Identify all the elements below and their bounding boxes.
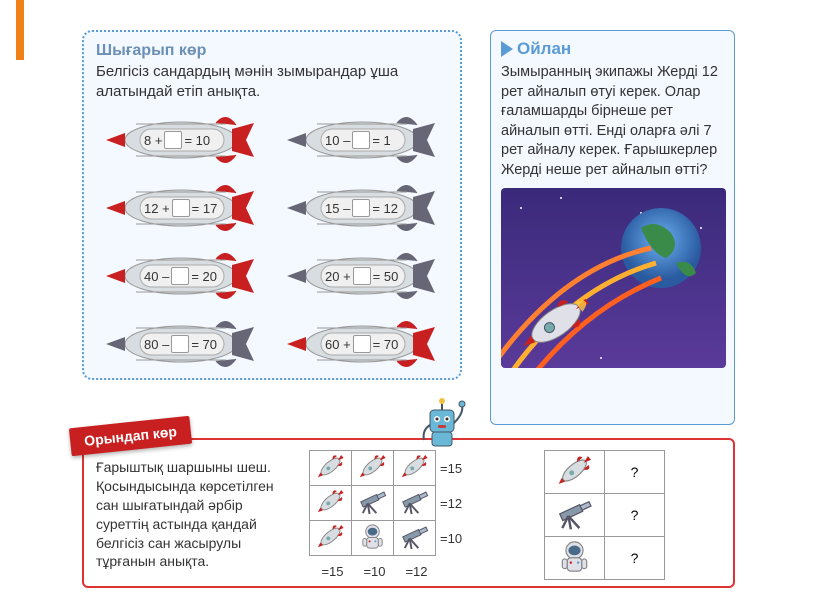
section1-subtitle: Белгісіз сандардың мәнін зымырандар ұша … <box>96 62 448 101</box>
answer-blank[interactable]: ? <box>605 537 665 580</box>
col-sum: =10 <box>352 556 394 588</box>
magic-square-grid: =15=12=10=15=10=12 <box>309 450 478 588</box>
triangle-icon <box>501 41 513 57</box>
blank-input[interactable] <box>171 267 189 285</box>
answer-icon-cell <box>545 451 605 494</box>
rocket-equation-7: 60 + = 70 <box>277 313 447 375</box>
rocket-equation-4: 40 – = 20 <box>96 245 266 307</box>
grid-cell <box>352 521 394 556</box>
rocket-equation-0: 8 + = 10 <box>96 109 266 171</box>
grid-cell <box>394 451 436 486</box>
answer-blank[interactable]: ? <box>605 494 665 537</box>
answer-grid: ??? <box>544 450 665 580</box>
think-box: Ойлан Зымыранның экипажы Жерді 12 рет ай… <box>490 30 735 425</box>
answer-icon-cell <box>545 494 605 537</box>
rocket-equation-2: 12 + = 17 <box>96 177 266 239</box>
section2-title: Ойлан <box>517 39 571 59</box>
try-it-box: Шығарып көр Белгісіз сандардың мәнін зым… <box>82 30 462 380</box>
col-sum: =12 <box>394 556 436 588</box>
grid-cell <box>310 486 352 521</box>
page-accent-bar <box>16 0 24 60</box>
grid-cell <box>310 451 352 486</box>
blank-input[interactable] <box>171 335 189 353</box>
section2-body: Зымыранның экипажы Жерді 12 рет айналып … <box>501 63 724 180</box>
rocket-equation-3: 15 – = 12 <box>277 177 447 239</box>
blank-input[interactable] <box>352 131 370 149</box>
blank-input[interactable] <box>164 131 182 149</box>
grid-cell <box>352 451 394 486</box>
equation-text: 12 + = 17 <box>144 199 217 217</box>
equation-text: 40 – = 20 <box>144 267 217 285</box>
grid-cell <box>394 486 436 521</box>
col-sum: =15 <box>310 556 352 588</box>
rocket-equation-1: 10 – = 1 <box>277 109 447 171</box>
section1-title: Шығарып көр <box>96 42 448 60</box>
grid-cell <box>394 521 436 556</box>
blank-input[interactable] <box>353 267 371 285</box>
space-illustration <box>501 188 726 368</box>
rocket-equation-6: 80 – = 70 <box>96 313 266 375</box>
robot-mascot-icon <box>412 395 472 450</box>
row-sum: =12 <box>436 486 478 521</box>
equation-text: 80 – = 70 <box>144 335 217 353</box>
blank-input[interactable] <box>352 199 370 217</box>
grid-cell <box>352 486 394 521</box>
blank-input[interactable] <box>353 335 371 353</box>
section3-text: Ғарыштық шаршыны шеш. Қосындысында көрсе… <box>96 458 296 571</box>
equation-text: 60 + = 70 <box>325 335 398 353</box>
equation-text: 8 + = 10 <box>144 131 210 149</box>
equation-text: 15 – = 12 <box>325 199 398 217</box>
equation-text: 20 + = 50 <box>325 267 398 285</box>
answer-blank[interactable]: ? <box>605 451 665 494</box>
row-sum: =10 <box>436 521 478 556</box>
equation-text: 10 – = 1 <box>325 131 391 149</box>
answer-icon-cell <box>545 537 605 580</box>
blank-input[interactable] <box>172 199 190 217</box>
do-it-box: Ғарыштық шаршыны шеш. Қосындысында көрсе… <box>82 438 735 588</box>
grid-cell <box>310 521 352 556</box>
rocket-equation-5: 20 + = 50 <box>277 245 447 307</box>
row-sum: =15 <box>436 451 478 486</box>
